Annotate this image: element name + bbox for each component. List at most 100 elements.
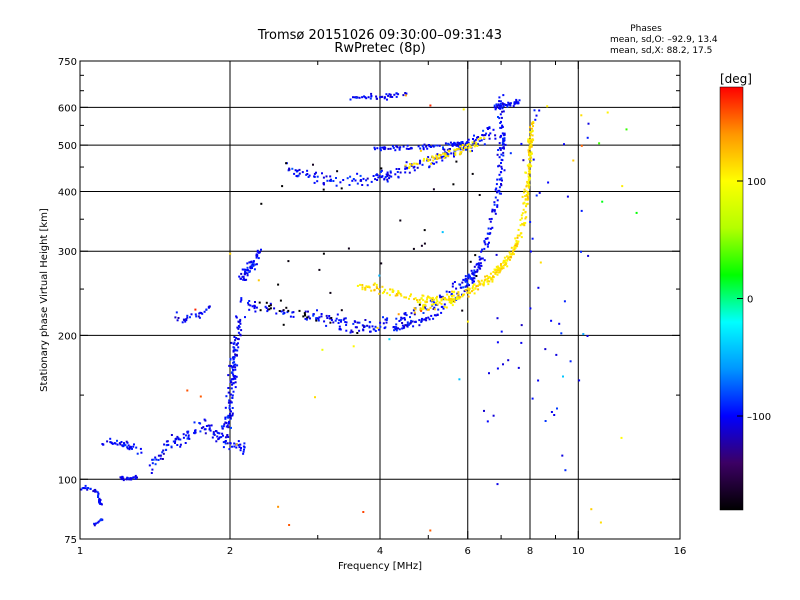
data-point — [234, 339, 237, 342]
data-point — [406, 325, 409, 328]
data-point — [234, 386, 237, 389]
data-point — [198, 312, 201, 315]
data-point — [352, 345, 355, 348]
data-point — [502, 94, 505, 97]
data-point — [572, 159, 575, 162]
data-point — [526, 194, 529, 197]
data-point — [246, 262, 249, 265]
data-point — [208, 428, 211, 431]
data-point — [473, 283, 476, 286]
data-point — [292, 315, 295, 318]
data-point — [502, 154, 505, 157]
data-point — [205, 308, 208, 311]
data-point — [428, 296, 431, 299]
data-point — [244, 279, 246, 281]
data-point — [443, 305, 446, 308]
data-point — [285, 306, 288, 309]
data-point — [230, 378, 233, 381]
data-point — [438, 294, 441, 297]
data-point — [228, 448, 231, 451]
data-point — [438, 154, 441, 157]
data-point — [526, 182, 529, 184]
data-point — [438, 144, 441, 147]
data-point — [496, 105, 499, 108]
data-point — [349, 175, 352, 178]
data-point — [242, 452, 245, 455]
data-point — [335, 317, 338, 320]
data-point — [257, 251, 260, 254]
data-point — [403, 326, 406, 329]
data-point — [101, 443, 104, 445]
data-point — [501, 107, 504, 110]
data-point — [393, 93, 396, 96]
data-point — [499, 268, 502, 271]
data-point — [395, 293, 398, 295]
data-point — [234, 375, 237, 378]
data-point — [495, 187, 498, 190]
data-point — [405, 314, 408, 317]
data-point — [489, 220, 492, 223]
data-point — [186, 316, 189, 319]
data-point — [225, 425, 228, 428]
data-point — [225, 422, 228, 424]
data-point — [397, 290, 400, 293]
data-point — [231, 397, 234, 399]
data-point — [454, 142, 457, 145]
data-point — [494, 137, 497, 140]
data-point — [233, 442, 236, 445]
data-point — [560, 332, 563, 335]
data-point — [476, 268, 479, 271]
data-point — [503, 139, 506, 142]
data-point — [202, 426, 205, 429]
data-point — [134, 474, 137, 477]
data-point — [391, 290, 394, 293]
data-point — [526, 164, 529, 167]
data-point — [224, 417, 227, 420]
colorbar-tick-label: –100 — [747, 412, 771, 423]
data-point — [419, 301, 422, 304]
data-point — [447, 299, 450, 301]
data-point — [405, 147, 408, 150]
data-point — [395, 326, 398, 329]
data-point — [259, 309, 262, 312]
data-point — [382, 316, 384, 319]
data-point — [234, 368, 237, 371]
data-point — [483, 240, 486, 243]
data-point — [464, 289, 467, 292]
data-point — [226, 415, 229, 418]
data-point — [500, 330, 503, 333]
data-point — [512, 253, 515, 256]
data-point — [499, 102, 502, 105]
data-point — [157, 454, 160, 457]
data-point — [378, 292, 381, 295]
data-point — [228, 404, 231, 407]
data-point — [226, 424, 229, 427]
data-point — [606, 111, 609, 114]
data-point — [391, 288, 394, 291]
data-point — [481, 134, 484, 136]
data-point — [491, 280, 494, 283]
data-point — [423, 157, 426, 160]
data-point — [503, 133, 506, 136]
data-point — [484, 275, 487, 278]
data-point — [471, 278, 474, 281]
data-point — [132, 476, 135, 479]
data-point — [329, 291, 332, 294]
data-point — [269, 302, 272, 305]
data-point — [127, 477, 130, 480]
data-point — [409, 163, 411, 165]
data-point — [502, 363, 504, 366]
data-point — [410, 312, 413, 315]
data-point — [234, 353, 237, 356]
data-point — [366, 184, 369, 187]
data-point — [313, 181, 316, 184]
data-point — [129, 446, 132, 449]
data-point — [450, 152, 453, 155]
data-point — [498, 189, 501, 192]
data-point — [413, 162, 416, 165]
data-point — [564, 469, 567, 472]
data-point — [427, 144, 430, 147]
data-point — [241, 268, 244, 271]
data-point — [544, 420, 547, 422]
